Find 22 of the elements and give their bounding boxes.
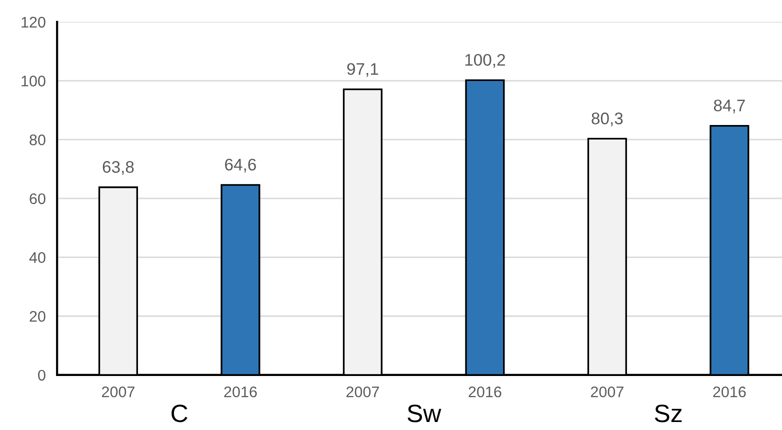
x-tick-label: 2007 xyxy=(590,386,624,398)
y-tick-label: 120 xyxy=(22,16,46,28)
y-tick-label: 40 xyxy=(29,252,46,263)
data-label: 64,6 xyxy=(225,158,256,172)
text: C xyxy=(172,404,188,422)
data-label: 84,7 xyxy=(714,100,745,114)
data-label: 80,3 xyxy=(592,112,623,126)
y-tick-label: 20 xyxy=(30,310,46,322)
text: Sz xyxy=(654,404,682,422)
data-label: 97,1 xyxy=(347,63,378,77)
x-tick-label: 2016 xyxy=(713,386,746,398)
y-tick-label: 60 xyxy=(30,193,46,204)
x-tick-label: 2016 xyxy=(224,386,257,398)
data-label: 100,2 xyxy=(465,54,505,68)
x-tick-label: 2016 xyxy=(468,386,502,398)
x-tick-label: 2007 xyxy=(346,386,379,398)
text: Sw xyxy=(408,404,442,422)
y-tick-label: 0 xyxy=(38,370,46,381)
x-tick-label: 2007 xyxy=(102,386,134,398)
y-tick-label: 100 xyxy=(22,76,46,86)
data-label: 63,8 xyxy=(102,161,134,175)
y-tick-label: 80 xyxy=(30,134,46,146)
